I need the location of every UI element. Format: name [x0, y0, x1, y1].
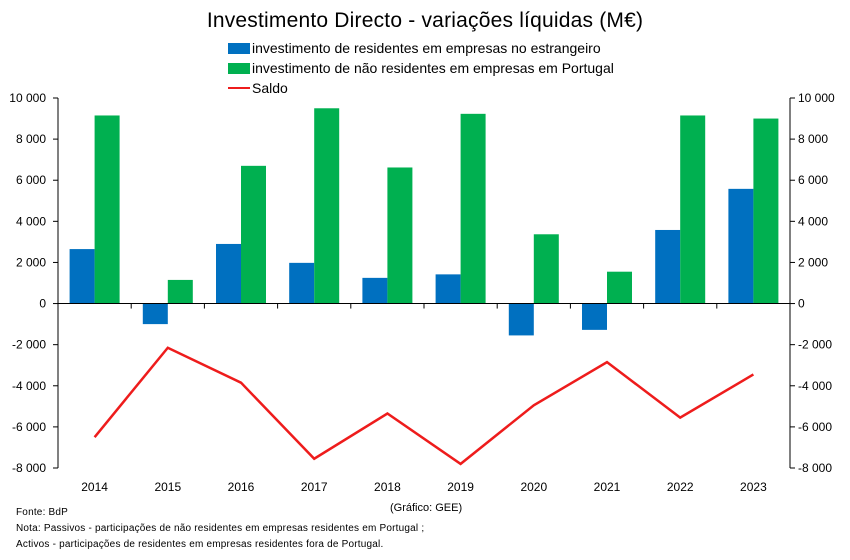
y-tick-label-left: -4 000: [12, 379, 46, 393]
footnote-note-1: Nota: Passivos - participações de não re…: [16, 523, 425, 534]
x-tick-label: 2014: [81, 480, 108, 494]
legend-swatch-nonresidents: [228, 62, 250, 74]
y-tick-label-left: 6 000: [16, 173, 46, 187]
y-tick-label-right: -8 000: [798, 461, 832, 475]
bar-residents: [289, 262, 315, 304]
bar-nonresidents: [314, 108, 340, 304]
bar-nonresidents: [680, 115, 706, 304]
x-tick-label: 2016: [228, 480, 255, 494]
legend-label-nonresidents: investimento de não residentes em empres…: [252, 60, 614, 76]
x-tick-label: 2021: [594, 480, 621, 494]
y-tick-label-left: 0: [39, 297, 46, 311]
x-tick-label: 2018: [374, 480, 401, 494]
y-tick-label-right: -4 000: [798, 379, 832, 393]
bar-residents: [728, 188, 754, 304]
y-tick-label-left: -6 000: [12, 420, 46, 434]
bar-residents: [69, 249, 95, 304]
legend-swatch-saldo: [228, 87, 250, 89]
y-tick-label-right: -2 000: [798, 338, 832, 352]
y-tick-label-right: 2 000: [798, 255, 828, 269]
bar-nonresidents: [607, 271, 632, 304]
chart-credit: (Gráfico: GEE): [390, 502, 463, 514]
y-tick-label-right: 6 000: [798, 173, 828, 187]
footnote-note-2: Activos - participações de residentes em…: [16, 539, 384, 550]
footnote-source: Fonte: BdP: [16, 507, 69, 518]
legend-item-saldo: Saldo: [228, 78, 614, 98]
y-tick-label-right: -6 000: [798, 420, 832, 434]
x-tick-label: 2023: [740, 480, 767, 494]
y-tick-label-left: 8 000: [16, 132, 46, 146]
y-tick-label-left: 4 000: [16, 214, 46, 228]
y-tick-label-right: 10 000: [798, 91, 835, 105]
y-tick-label-right: 8 000: [798, 132, 828, 146]
legend: investimento de residentes em empresas n…: [228, 38, 614, 98]
x-tick-label: 2017: [301, 480, 328, 494]
bar-nonresidents: [167, 279, 193, 304]
bar-nonresidents: [241, 165, 266, 304]
legend-label-saldo: Saldo: [252, 80, 288, 96]
bar-residents: [582, 303, 607, 330]
x-tick-label: 2020: [520, 480, 547, 494]
x-tick-label: 2015: [154, 480, 181, 494]
bar-nonresidents: [387, 167, 413, 304]
bar-residents: [435, 274, 461, 304]
bar-nonresidents: [533, 234, 559, 304]
x-tick-label: 2022: [667, 480, 694, 494]
bar-residents: [508, 303, 534, 336]
bar-nonresidents: [753, 118, 779, 304]
y-tick-label-right: 4 000: [798, 214, 828, 228]
legend-item-residents: investimento de residentes em empresas n…: [228, 38, 614, 58]
bar-nonresidents: [94, 115, 120, 304]
y-tick-label-left: -8 000: [12, 461, 46, 475]
chart-title: Investimento Directo - variações líquida…: [206, 9, 644, 32]
bar-residents: [142, 303, 168, 325]
y-tick-label-right: 0: [798, 297, 805, 311]
x-tick-label: 2019: [447, 480, 474, 494]
bar-residents: [216, 243, 241, 304]
bar-residents: [362, 277, 388, 304]
bar-residents: [655, 229, 681, 304]
y-tick-label-left: -2 000: [12, 338, 46, 352]
y-tick-label-left: 10 000: [9, 91, 46, 105]
legend-label-residents: investimento de residentes em empresas n…: [252, 40, 601, 56]
y-tick-label-left: 2 000: [16, 255, 46, 269]
bar-nonresidents: [460, 113, 486, 304]
saldo-line: [93, 346, 755, 466]
legend-swatch-residents: [228, 42, 250, 54]
legend-item-nonresidents: investimento de não residentes em empres…: [228, 58, 614, 78]
